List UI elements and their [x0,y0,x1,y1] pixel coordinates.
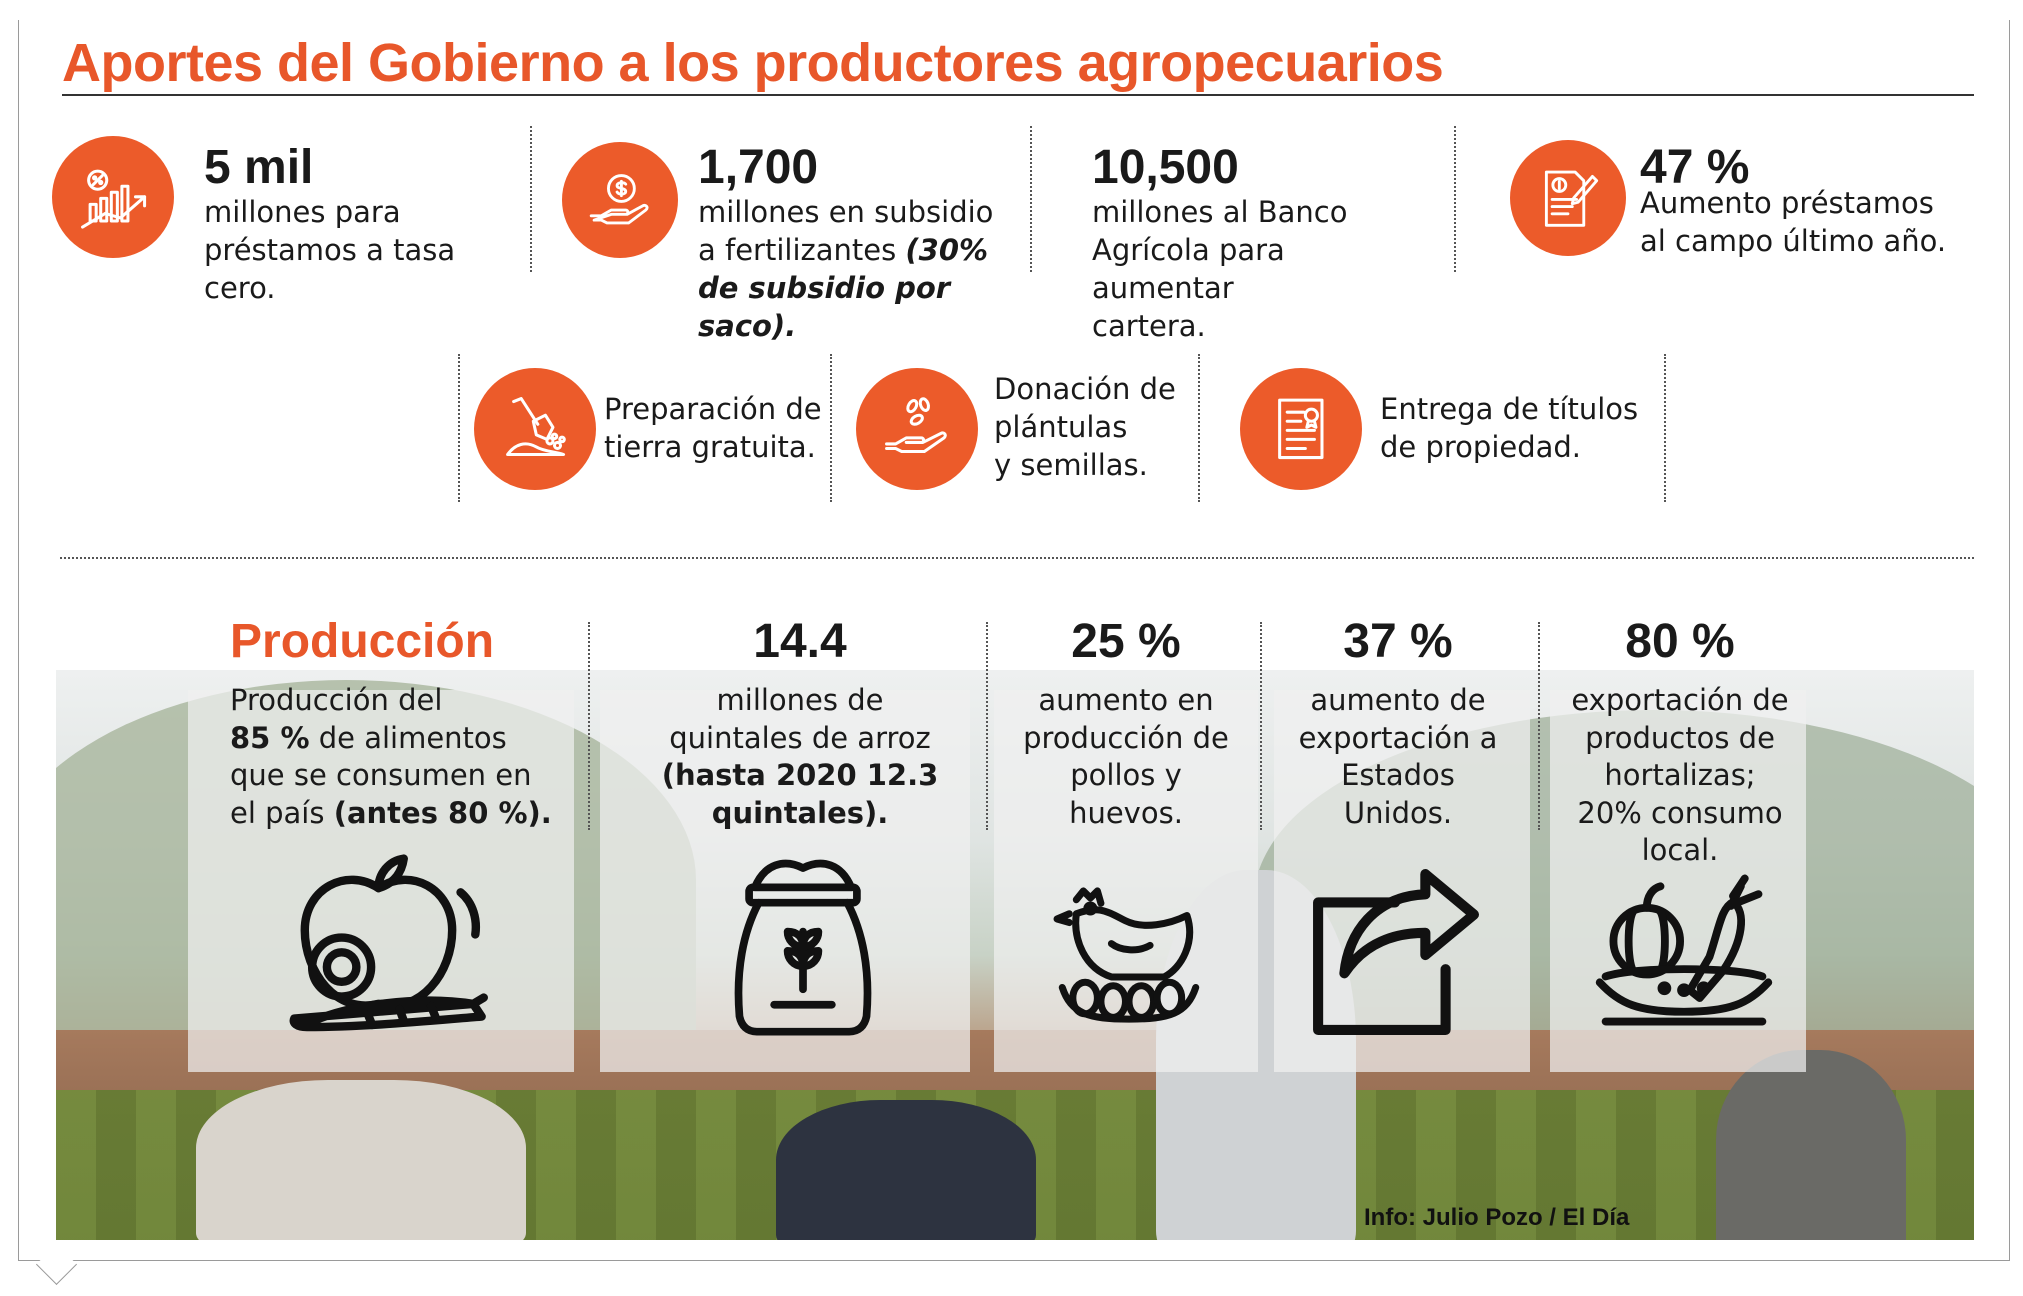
stat-text: aumento en producción de pollos y huevos… [1023,683,1229,830]
stat-text: Aumento préstamos al campo último año. [1640,186,1947,258]
fruits-vegetables-icon [289,854,488,1032]
shovel-soil-icon [474,368,596,490]
stat-text: millones para préstamos a tasa cero. [204,195,456,305]
divider [1664,354,1666,502]
farmer-figure [196,1080,526,1240]
farmer-figure [1716,1050,1906,1240]
production-text: Producción del 85 % de alimentos que se … [230,683,552,830]
stat-number: 25 % [1071,615,1181,668]
divider [1454,126,1456,272]
stat-text: exportación de productos de hortalizas; … [1571,683,1789,867]
hand-coin-icon [562,142,678,258]
divider [986,622,988,830]
divider [1030,126,1032,272]
stat-text: millones en subsidio a fertilizantes (30… [698,195,994,343]
divider [1198,354,1200,502]
vegetables-bowl-icon [1595,874,1773,1026]
rice-sack-icon [734,859,872,1036]
mid-text: Preparación de tierra gratuita. [604,392,822,464]
hen-eggs-icon [1053,887,1200,1023]
divider [530,126,532,272]
stat-number: 5 mil [204,141,314,194]
chart-percent-icon [52,136,174,258]
page-title: Aportes del Gobierno a los productores a… [62,33,1444,93]
export-arrow-icon [1313,869,1479,1035]
production-heading: Producción [230,615,495,668]
source-credit: Info: Julio Pozo / El Día [1364,1204,1630,1231]
stat-number: 10,500 [1092,141,1239,194]
stat-text: millones de quintales de arroz (hasta 20… [661,683,939,830]
divider [588,622,590,830]
document-pen-icon [1510,140,1626,256]
infographic-frame [18,20,2010,1261]
stat-text: aumento de exportación a Estados Unidos. [1298,683,1498,830]
hand-seeds-icon [856,368,978,490]
stat-number: 14.4 [753,615,847,668]
mid-text: Donación de plántulas y semillas. [994,372,1176,482]
certificate-icon [1240,368,1362,490]
divider [830,354,832,502]
section-divider [60,557,1974,559]
stat-text: millones al Banco Agrícola para aumentar… [1092,195,1348,343]
divider [1538,622,1540,830]
stat-number: 80 % [1625,615,1735,668]
stat-number: 37 % [1343,615,1453,668]
stat-number: 1,700 [698,141,819,194]
divider [458,354,460,502]
divider [1260,622,1262,830]
mid-text: Entrega de títulos de propiedad. [1380,392,1639,464]
title-rule [62,94,1974,96]
farmer-figure [776,1100,1036,1240]
stat-number: 47 % [1640,141,1750,194]
